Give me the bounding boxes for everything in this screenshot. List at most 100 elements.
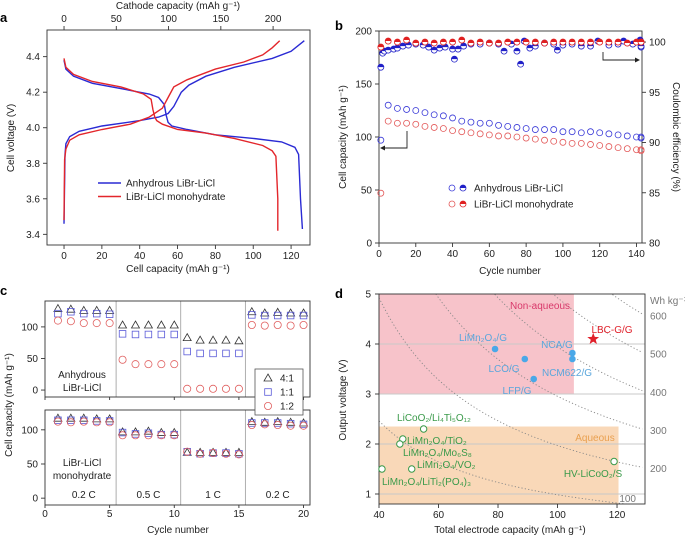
panel-label-b: b [335, 18, 343, 33]
data-point [66, 418, 75, 427]
y2-axis-label: Wh kg⁻¹ [650, 296, 685, 307]
arrowhead-right-icon [635, 57, 640, 63]
data-point [299, 421, 308, 430]
data-point [396, 440, 404, 448]
data-point [157, 431, 166, 440]
data-point [196, 449, 205, 458]
data-point-fill [377, 44, 384, 48]
data-point [104, 305, 115, 314]
data-point [412, 107, 420, 114]
point-label: LiMn₂O₄/Mo₆S₈ [403, 448, 472, 459]
data-point [569, 355, 576, 363]
x-tick-label: 80 [492, 510, 504, 521]
data-point [522, 125, 530, 132]
data-point [541, 136, 548, 144]
x-tick-label: 5 [107, 509, 113, 520]
point-label: LiMn₂O₄/VO₂ [417, 460, 476, 471]
energy-density-label: 400 [650, 388, 667, 399]
arrowhead-left-icon [380, 145, 385, 151]
x-axis-label: Cycle number [147, 525, 209, 536]
x-tick-label: 120 [609, 510, 626, 521]
data-point [247, 320, 256, 329]
energy-contours [379, 294, 643, 504]
data-point-fill [385, 47, 392, 51]
data-point-fill [449, 39, 456, 43]
x-tick-label: 120 [283, 251, 300, 262]
data-point [476, 119, 484, 127]
data-point [273, 311, 282, 320]
data-point [131, 330, 140, 339]
legend-label: 4:1 [280, 374, 294, 385]
y-tick-label: 0 [32, 386, 38, 397]
energy-density-label: 100 [619, 494, 636, 505]
subplot-label: LiBr-LiCl [63, 458, 101, 469]
data-point-fill [504, 39, 511, 43]
y-tick-label: 2 [365, 440, 371, 451]
data-point [421, 109, 429, 117]
x-tick-label: 0 [61, 251, 67, 262]
x-tick-label: 40 [373, 510, 385, 521]
data-point-fill [394, 45, 401, 49]
data-point-fill [412, 40, 419, 44]
data-point [495, 132, 502, 140]
y-tick-label: 50 [27, 354, 39, 365]
data-point-fill [403, 37, 410, 41]
data-point [234, 335, 244, 345]
data-point [209, 384, 218, 393]
panel-label-d: d [335, 286, 343, 301]
data-point-fill [513, 39, 520, 43]
data-point [66, 413, 76, 422]
y-tick-label: 200 [355, 27, 372, 38]
x-tick-label: 20 [298, 509, 310, 520]
data-point-fill [559, 39, 566, 43]
panel-a-frame [46, 29, 311, 246]
data-point [183, 384, 192, 393]
x2-tick-label: 150 [212, 14, 229, 25]
data-point [209, 449, 218, 458]
x-axis-label: Cell capacity (mAh g⁻¹) [126, 264, 230, 275]
data-point-fill [431, 47, 438, 51]
data-point [614, 144, 622, 152]
data-point [430, 111, 438, 119]
data-point [403, 106, 410, 113]
data-point [131, 431, 140, 440]
x-axis-label: Total electrode capacity (mAh g⁻¹) [434, 525, 585, 536]
data-point [80, 309, 88, 318]
data-point [234, 450, 243, 459]
x-tick-label: 140 [628, 249, 645, 260]
data-point [235, 349, 243, 358]
data-point [569, 349, 576, 357]
data-point [384, 101, 392, 109]
data-point [419, 425, 428, 433]
x-tick-label: 20 [96, 251, 108, 262]
data-point [273, 320, 282, 329]
x-tick-label: 40 [447, 249, 459, 260]
data-point [157, 330, 166, 339]
panel-label-c: c [0, 283, 7, 298]
data-point-fill [477, 39, 484, 43]
data-point [196, 384, 205, 393]
data-point [393, 104, 401, 112]
data-point [105, 418, 114, 427]
data-point [53, 417, 62, 426]
y2-axis-label: Coulombic efficiency (%) [670, 82, 681, 192]
data-point [143, 426, 154, 435]
data-point [144, 360, 153, 369]
region-label-aqueous: Aqueous [575, 433, 614, 444]
data-point-fill [486, 40, 493, 44]
data-point [550, 137, 558, 145]
data-point-fill [605, 39, 612, 43]
data-point [577, 129, 585, 137]
data-point-fill [460, 43, 467, 47]
data-point [286, 419, 295, 428]
data-point [531, 135, 539, 143]
data-point [260, 417, 270, 426]
data-point [247, 421, 256, 430]
x-tick-label: 0 [42, 509, 48, 520]
data-point [92, 418, 101, 427]
data-point [504, 132, 512, 140]
y-tick-label: 100 [21, 322, 38, 333]
data-point [131, 360, 140, 369]
data-point-fill [458, 37, 465, 41]
y2-tick-label: 90 [649, 138, 661, 149]
